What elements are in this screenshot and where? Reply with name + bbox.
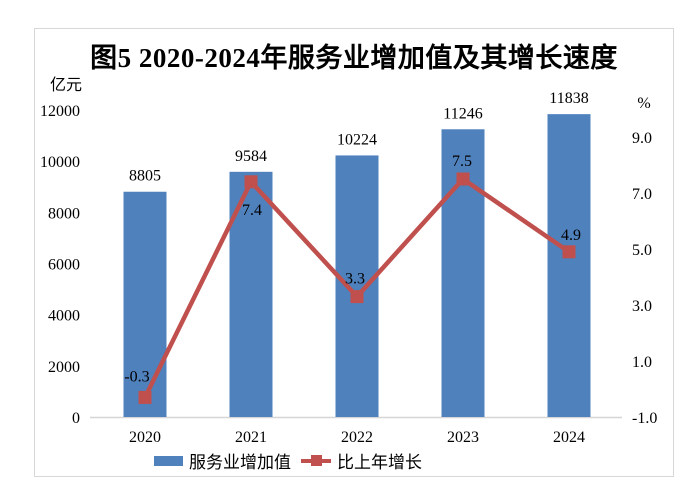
chart-title: 图5 2020-2024年服务业增加值及其增长速度 <box>90 43 618 73</box>
x-axis-label-2020: 2020 <box>129 429 161 446</box>
line-value-label-2024: 4.9 <box>561 227 581 244</box>
bar-value-label-2023: 11246 <box>443 105 482 122</box>
legend-item-line-series: 比上年增长 <box>301 448 422 473</box>
right-axis-tick: -1.0 <box>632 410 657 427</box>
left-axis-tick: 10000 <box>40 154 80 171</box>
line-marker-2023 <box>456 172 470 186</box>
line-value-label-2021: 7.4 <box>242 202 262 219</box>
x-axis-label-2022: 2022 <box>341 429 373 446</box>
bar-2020 <box>123 191 167 417</box>
legend: 服务业增加值 比上年增长 <box>0 448 608 473</box>
line-value-label-2020: -0.3 <box>124 368 149 385</box>
left-axis-tick: 4000 <box>48 308 80 325</box>
left-axis-tick: 0 <box>72 410 80 427</box>
x-axis-label-2024: 2024 <box>553 429 585 446</box>
left-axis-unit: 亿元 <box>50 76 82 94</box>
bar-2023 <box>441 129 485 417</box>
legend-bar-swatch-icon <box>154 455 183 466</box>
legend-label-bar-series: 服务业增加值 <box>189 453 291 472</box>
right-axis-tick: 5.0 <box>632 242 652 259</box>
x-axis-label-2021: 2021 <box>235 429 267 446</box>
bar-2024 <box>547 114 591 417</box>
right-axis-tick: 9.0 <box>632 130 652 147</box>
x-axis-label-2023: 2023 <box>447 429 479 446</box>
right-axis-tick: 1.0 <box>632 354 652 371</box>
line-marker-2024 <box>562 245 576 259</box>
line-marker-2020 <box>138 390 152 404</box>
right-axis-tick: 3.0 <box>632 298 652 315</box>
legend-label-line-series: 比上年增长 <box>337 453 422 472</box>
bar-value-label-2020: 8805 <box>129 168 161 185</box>
left-axis-tick: 6000 <box>48 257 80 274</box>
line-marker-2021 <box>244 175 258 189</box>
right-axis-tick: 7.0 <box>632 186 652 203</box>
right-axis-unit: % <box>637 95 650 112</box>
line-value-label-2023: 7.5 <box>452 153 472 170</box>
bar-2022 <box>335 155 379 417</box>
bar-value-label-2024: 11838 <box>549 90 588 107</box>
left-axis-tick: 12000 <box>40 103 80 120</box>
left-axis-tick: 2000 <box>48 359 80 376</box>
legend-item-bar-series: 服务业增加值 <box>154 448 291 473</box>
left-axis-tick: 8000 <box>48 205 80 222</box>
bar-value-label-2022: 10224 <box>337 131 377 148</box>
bar-value-label-2021: 9584 <box>235 148 267 165</box>
line-value-label-2022: 3.3 <box>345 271 365 288</box>
line-marker-2022 <box>350 290 364 304</box>
legend-line-marker-icon <box>301 455 331 466</box>
